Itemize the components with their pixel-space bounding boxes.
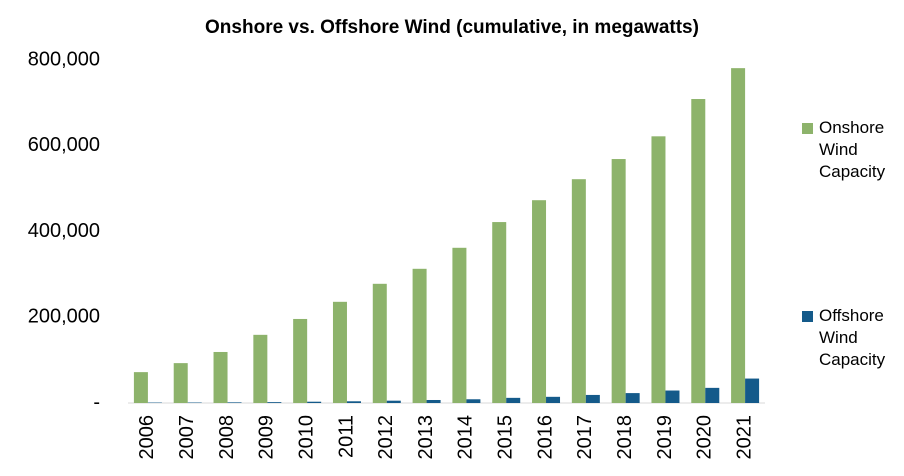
y-tick-label: 800,000	[28, 48, 100, 70]
y-tick-label: 200,000	[28, 306, 100, 328]
bar	[412, 268, 427, 403]
x-tick-label: 2012	[375, 415, 397, 460]
legend-entry: Onshore Wind Capacity	[802, 117, 904, 183]
x-tick-label: 2006	[136, 415, 158, 460]
bar	[452, 247, 467, 403]
bar	[466, 399, 481, 403]
legend-swatch	[802, 311, 813, 322]
x-tick-label: 2019	[654, 415, 676, 460]
bar	[611, 159, 626, 403]
bar	[731, 68, 746, 404]
x-tick-label: 2018	[614, 415, 636, 460]
bar	[253, 334, 268, 403]
y-tick-label: 400,000	[28, 220, 100, 242]
x-tick-label: 2021	[733, 415, 755, 460]
x-tick-label: 2017	[574, 415, 596, 460]
x-tick-label: 2020	[694, 415, 716, 460]
x-tick-label: 2013	[415, 415, 437, 460]
y-tick-label: -	[93, 391, 100, 413]
bar	[173, 363, 188, 403]
x-tick-label: 2007	[176, 415, 198, 460]
bar	[307, 401, 322, 403]
x-tick-label: 2009	[256, 415, 278, 460]
legend-label: Offshore Wind Capacity	[819, 306, 886, 369]
bar	[426, 399, 441, 403]
bar	[346, 401, 361, 403]
bar	[745, 378, 760, 403]
bar	[705, 387, 720, 403]
bar	[506, 397, 521, 403]
bar	[213, 351, 228, 403]
bar	[267, 402, 282, 403]
x-tick-label: 2015	[495, 415, 517, 460]
chart-title: Onshore vs. Offshore Wind (cumulative, i…	[205, 17, 699, 38]
bar	[625, 393, 640, 403]
bar	[585, 394, 600, 403]
bar	[492, 222, 507, 403]
legend-swatch	[802, 123, 813, 134]
bar	[571, 179, 586, 403]
y-tick-label: 600,000	[28, 134, 100, 156]
bar	[332, 301, 347, 403]
bar	[227, 402, 242, 403]
legend-label: Onshore Wind Capacity	[819, 118, 886, 181]
bar	[546, 396, 561, 403]
x-tick-label: 2011	[335, 415, 357, 458]
x-tick-label: 2016	[534, 415, 556, 460]
legend-entry: Offshore Wind Capacity	[802, 305, 904, 371]
x-tick-label: 2010	[295, 415, 317, 460]
bar	[372, 283, 387, 403]
bar	[386, 400, 401, 403]
bar	[651, 136, 666, 403]
bar	[293, 318, 308, 403]
x-tick-label: 2008	[216, 415, 238, 460]
bar	[133, 372, 148, 403]
bar	[532, 200, 547, 403]
bar	[665, 390, 680, 403]
x-tick-label: 2014	[455, 415, 477, 460]
bar	[691, 99, 706, 404]
